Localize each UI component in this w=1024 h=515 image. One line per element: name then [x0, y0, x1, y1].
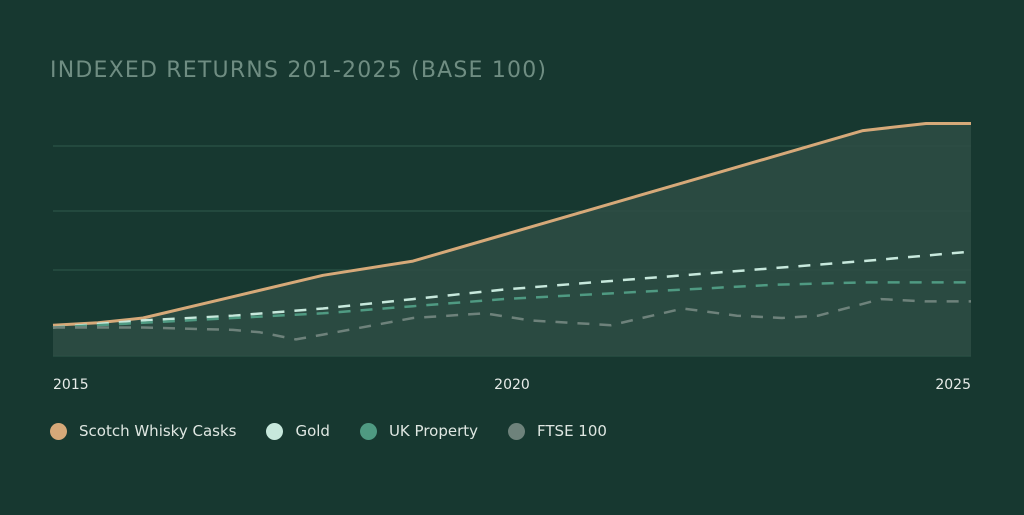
legend-label-gold: Gold: [295, 422, 330, 440]
series-line-scotch-whisky-casks: [52, 122, 971, 327]
legend-swatch-whisky: [50, 422, 67, 440]
legend: Scotch Whisky Casks Gold UK Property FTS…: [50, 422, 637, 440]
legend-label-ftse: FTSE 100: [537, 422, 607, 440]
series-line-ftse-100: [53, 297, 971, 341]
series-line-gold: [52, 250, 972, 329]
series-lines: [52, 122, 972, 341]
legend-item-whisky: Scotch Whisky Casks: [50, 422, 236, 440]
x-tick-label-2015: 2015: [53, 377, 89, 393]
legend-label-property: UK Property: [388, 422, 479, 440]
legend-swatch-gold: [266, 422, 284, 440]
legend-item-gold: Gold: [266, 422, 330, 440]
area-scotch-whisky-casks: [53, 123, 971, 356]
legend-item-property: UK Property: [359, 422, 479, 440]
legend-label-whisky: Scotch Whisky Casks: [79, 422, 237, 440]
legend-swatch-ftse: [508, 422, 526, 440]
x-axis-ticks: 2015 2020 2025: [53, 377, 971, 393]
series-line-uk-property: [52, 281, 971, 329]
chart-title: INDEXED RETURNS 201-2025 (BASE 100): [50, 58, 548, 83]
x-tick-label-2020: 2020: [494, 377, 530, 393]
legend-item-ftse: FTSE 100: [508, 422, 607, 440]
legend-swatch-property: [359, 422, 377, 440]
area-fills: [53, 123, 971, 356]
x-tick-label-2025: 2025: [935, 377, 971, 393]
